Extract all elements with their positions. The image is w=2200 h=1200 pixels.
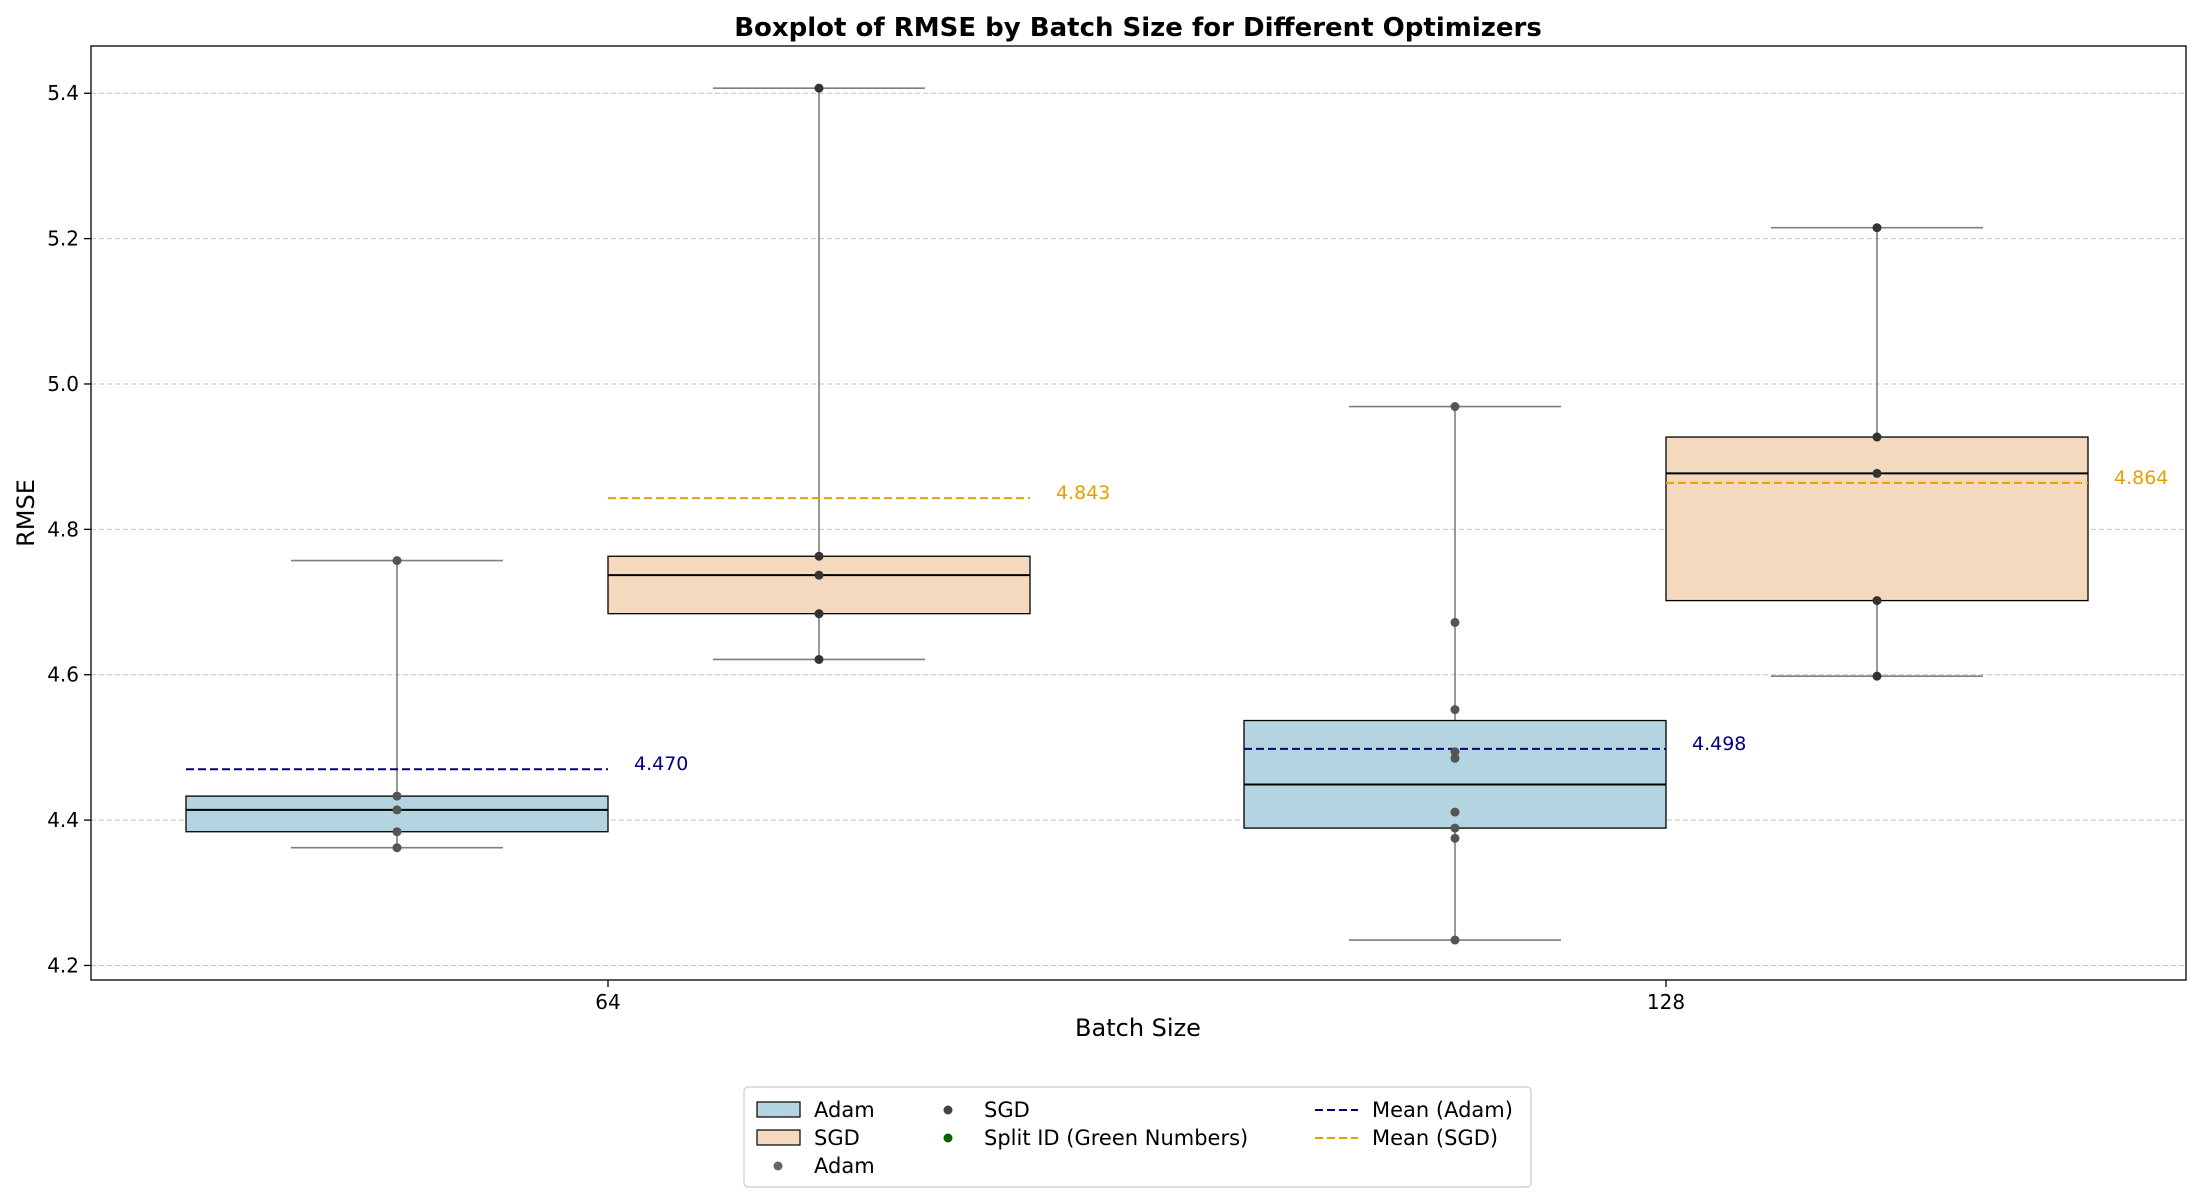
legend-marker: [943, 1133, 953, 1143]
legend-label: Adam: [814, 1098, 875, 1122]
x-tick-label: 128: [1647, 990, 1685, 1014]
iqr-box: [1665, 436, 2089, 602]
box-group-adam-64: 4.470: [185, 556, 688, 853]
y-tick-label: 4.4: [47, 808, 79, 832]
data-point: [1450, 823, 1460, 833]
data-point: [1872, 432, 1882, 442]
y-tick-label: 4.6: [47, 663, 79, 687]
data-point: [814, 654, 824, 664]
data-point: [1450, 833, 1460, 843]
y-tick-label: 4.8: [47, 517, 79, 541]
data-point: [814, 609, 824, 619]
legend-label: Mean (Adam): [1372, 1098, 1513, 1122]
legend-label: Split ID (Green Numbers): [984, 1126, 1248, 1150]
legend-label: SGD: [984, 1098, 1030, 1122]
legend-swatch: [756, 1129, 801, 1146]
legend-item-adam: Adam: [773, 1154, 875, 1178]
axis-layer: 4.2 4.4 4.6 4.8 5.0 5.2 5.4 64 128: [47, 81, 1685, 1014]
data-point: [1450, 402, 1460, 412]
data-point: [1872, 671, 1882, 681]
mean-label: 4.843: [1056, 482, 1110, 504]
chart-title: Boxplot of RMSE by Batch Size for Differ…: [734, 13, 1542, 43]
y-tick-label: 5.0: [47, 372, 79, 396]
legend-label: SGD: [814, 1126, 860, 1150]
legend-label: Adam: [814, 1154, 875, 1178]
legend-swatch: [756, 1101, 801, 1118]
data-point: [814, 570, 824, 580]
data-point: [1450, 705, 1460, 715]
data-point: [392, 791, 402, 801]
legend-item-mean-adam: Mean (Adam): [1315, 1098, 1513, 1122]
data-point: [1450, 617, 1460, 627]
data-point: [1872, 596, 1882, 606]
box-group-sgd-64: 4.843: [607, 83, 1110, 664]
x-tick-label: 64: [595, 990, 620, 1014]
legend-item-adam: Adam: [756, 1098, 875, 1122]
y-tick-label: 4.2: [47, 953, 79, 977]
legend-frame: [743, 1086, 1532, 1188]
mean-label: 4.864: [2114, 467, 2168, 489]
data-point: [1450, 753, 1460, 763]
box-group-adam-128: 4.498: [1243, 402, 1746, 945]
data-point: [1450, 747, 1460, 757]
x-axis-label: Batch Size: [1075, 1014, 1201, 1042]
mean-label: 4.498: [1692, 733, 1746, 755]
plot-area-frame: [90, 45, 2187, 981]
data-point: [392, 556, 402, 566]
data-point: [814, 551, 824, 561]
legend-item-mean-sgd: Mean (SGD): [1315, 1126, 1498, 1150]
legend-item-sgd: SGD: [943, 1098, 1030, 1122]
data-point: [1450, 935, 1460, 945]
legend: Adam SGD Adam SGD Split ID (Green Numbers) Me…: [743, 1086, 1532, 1188]
data-point: [1872, 468, 1882, 478]
data-point: [392, 805, 402, 815]
data-point: [1450, 807, 1460, 817]
data-point: [392, 827, 402, 837]
y-axis-label: RMSE: [12, 479, 40, 547]
legend-marker: [943, 1105, 953, 1115]
legend-item-sgd: SGD: [756, 1126, 860, 1150]
mean-label: 4.470: [634, 753, 688, 775]
legend-marker: [773, 1161, 783, 1171]
data-point: [814, 83, 824, 93]
data-point: [392, 843, 402, 853]
y-tick-label: 5.4: [47, 81, 79, 105]
iqr-box: [607, 555, 1031, 615]
legend-label: Mean (SGD): [1372, 1126, 1498, 1150]
data-point: [1872, 223, 1882, 233]
box-group-sgd-128: 4.864: [1665, 223, 2168, 681]
plot-layer: 4.470 4.498 4.843 4.864: [185, 83, 2168, 945]
legend-item-split-id-green-numbers: Split ID (Green Numbers): [943, 1126, 1248, 1150]
y-tick-label: 5.2: [47, 227, 79, 251]
